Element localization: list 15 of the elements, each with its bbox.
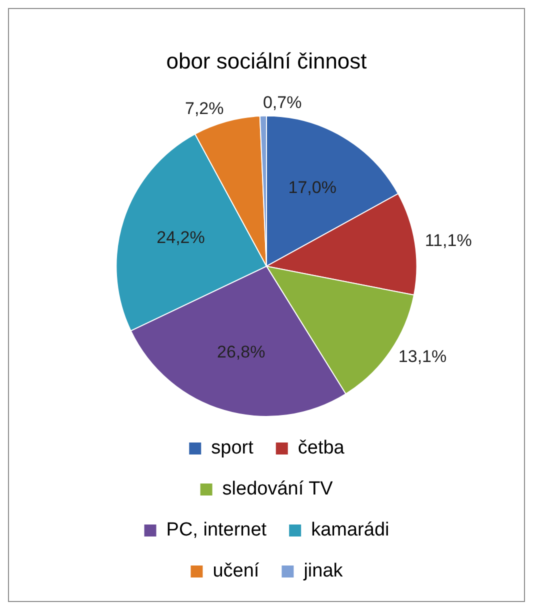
data-label: 11,1% bbox=[424, 231, 472, 250]
data-label: 0,7% bbox=[262, 93, 302, 112]
legend-label: učení bbox=[212, 560, 260, 582]
data-label: 26,8% bbox=[216, 342, 266, 362]
legend-label: PC, internet bbox=[166, 520, 268, 541]
data-label: 7,2% bbox=[185, 98, 224, 118]
legend-label: jinak bbox=[302, 560, 344, 582]
legend-label: sport bbox=[211, 438, 254, 459]
data-label: 24,2% bbox=[156, 228, 205, 247]
legend-label: sledování TV bbox=[222, 478, 334, 500]
data-label: 13,1% bbox=[398, 346, 447, 366]
data-label: 17,0% bbox=[288, 178, 336, 198]
chart-title: obor sociální činnost bbox=[166, 48, 367, 74]
legend-label: četba bbox=[298, 438, 345, 459]
legend-label: kamarádi bbox=[311, 520, 390, 541]
